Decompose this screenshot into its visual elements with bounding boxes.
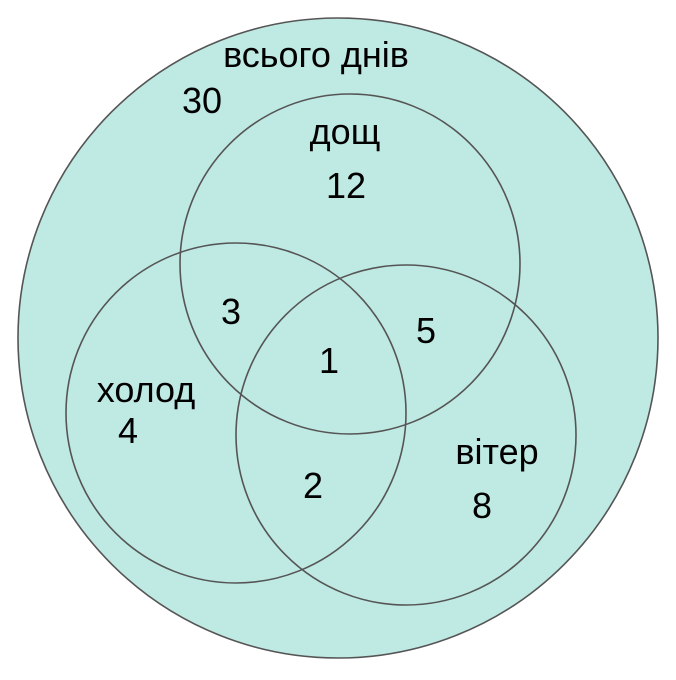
rain-label: дощ (310, 111, 381, 152)
rain-circle (179, 93, 521, 435)
cold-circle (65, 242, 407, 584)
universe-total: 30 (182, 80, 222, 121)
universe-circle (17, 17, 659, 659)
rain-only-count: 12 (326, 165, 366, 206)
cold-wind-count: 2 (303, 465, 323, 506)
wind-circle (235, 264, 577, 606)
all-three-count: 1 (319, 340, 339, 381)
rain-wind-count: 5 (416, 310, 436, 351)
cold-only-count: 4 (118, 410, 138, 451)
wind-only-count: 8 (472, 485, 492, 526)
universe-label: всього днів (223, 34, 409, 75)
cold-label: холод (97, 369, 195, 410)
rain-cold-count: 3 (221, 291, 241, 332)
wind-label: вітер (455, 431, 538, 472)
